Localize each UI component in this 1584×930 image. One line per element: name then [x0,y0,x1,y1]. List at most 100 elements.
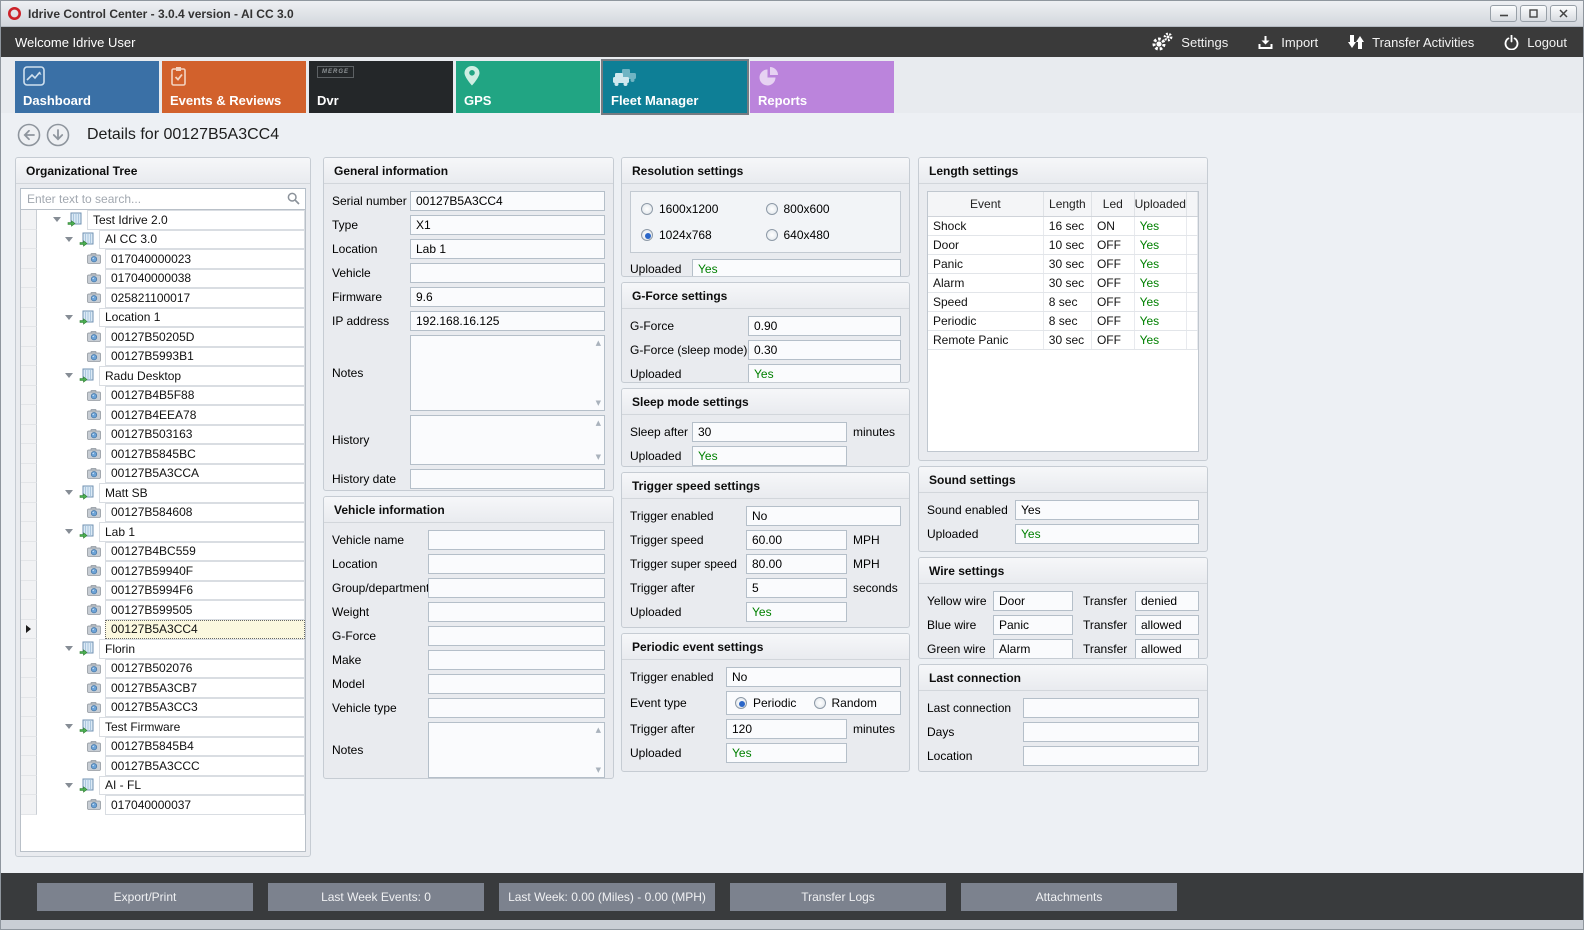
tree-node-row[interactable]: Florin [21,639,305,659]
tab-dashboard[interactable]: Dashboard [15,61,159,113]
periodic-uploaded-field[interactable]: Yes [726,743,847,763]
bottom-button[interactable]: Export/Print [37,882,253,911]
back-button[interactable] [17,123,41,147]
history-date-field[interactable] [410,469,605,489]
event-type-option[interactable]: Periodic [735,696,814,710]
expander-icon[interactable] [65,236,73,242]
tab-events-reviews[interactable]: Events & Reviews [162,61,306,113]
search-input[interactable] [20,188,306,210]
expander-icon[interactable] [53,217,61,223]
logout-button[interactable]: Logout [1504,34,1567,50]
tree-node-row[interactable]: 00127B584608 [21,502,305,522]
tree-node-row[interactable]: 00127B4EEA78 [21,405,305,425]
expander-icon[interactable] [65,724,73,730]
tree-node-row[interactable]: 00127B5A3CC4 [21,619,305,639]
minimize-button[interactable] [1490,5,1517,22]
vehicle-type-field[interactable] [428,698,605,718]
sleep-uploaded-field[interactable]: Yes [692,446,847,466]
scroll-down-button[interactable] [46,123,70,147]
trigger-uploaded-field[interactable]: Yes [746,602,847,622]
vehicle-name-field[interactable] [428,530,605,550]
type-field[interactable]: X1 [410,215,605,235]
tree-node-row[interactable]: Lab 1 [21,522,305,542]
resolution-uploaded-field[interactable]: Yes [692,259,901,276]
tree-node-row[interactable]: Radu Desktop [21,366,305,386]
expander-icon[interactable] [65,490,73,496]
tree-node-row[interactable]: Location 1 [21,307,305,327]
tree-node-row[interactable]: 00127B5A3CCA [21,463,305,483]
table-row[interactable]: Door 10 sec OFF Yes [928,235,1198,255]
tree-node-row[interactable]: 00127B5A3CCC [21,756,305,776]
bottom-button[interactable]: Last Week: 0.00 (Miles) - 0.00 (MPH) [499,882,715,911]
wire-transfer-field[interactable]: allowed [1135,615,1199,635]
tree-node-row[interactable]: Test Firmware [21,717,305,737]
settings-button[interactable]: Settings [1151,32,1228,52]
notes-field[interactable]: ▲ ▼ [410,335,605,411]
tree-node-row[interactable]: 00127B503163 [21,424,305,444]
column-length[interactable]: Length [1043,192,1092,217]
connection-location-field[interactable] [1023,746,1199,766]
wire-transfer-field[interactable]: allowed [1135,639,1199,658]
tab-gps[interactable]: GPS [456,61,600,113]
resolution-option[interactable]: 1600x1200 [641,202,766,216]
expander-icon[interactable] [65,782,73,788]
wire-event-field[interactable]: Door [993,591,1073,611]
periodic-enabled-field[interactable]: No [726,667,901,687]
table-row[interactable]: Speed 8 sec OFF Yes [928,292,1198,312]
firmware-field[interactable]: 9.6 [410,287,605,307]
serial-number-field[interactable]: 00127B5A3CC4 [410,191,605,211]
event-type-option[interactable]: Random [813,696,893,710]
gforce-uploaded-field[interactable]: Yes [748,364,901,382]
bottom-button[interactable]: Last Week Events: 0 [268,882,484,911]
wire-transfer-field[interactable]: denied [1135,591,1199,611]
table-row[interactable]: Alarm 30 sec OFF Yes [928,273,1198,293]
maximize-button[interactable] [1520,5,1547,22]
bottom-button[interactable]: Attachments [961,882,1177,911]
trigger-after-field[interactable]: 5 [746,578,847,598]
expander-icon[interactable] [65,529,73,535]
column-led[interactable]: Led [1091,192,1135,217]
resolution-option[interactable]: 640x480 [765,228,891,242]
tree-node-row[interactable]: 00127B5845B4 [21,736,305,756]
tree-node-row[interactable]: 017040000037 [21,795,305,815]
expander-icon[interactable] [65,646,73,652]
wire-event-field[interactable]: Alarm [993,639,1073,658]
tree-node-row[interactable]: 00127B502076 [21,658,305,678]
tree-node-row[interactable]: 00127B4BC559 [21,541,305,561]
table-row[interactable]: Periodic 8 sec OFF Yes [928,311,1198,331]
vehicle-gforce-field[interactable] [428,626,605,646]
tree-node-row[interactable]: 00127B4B5F88 [21,385,305,405]
vehicle-notes-field[interactable]: ▲ ▼ [428,722,605,778]
sleep-after-field[interactable]: 30 [692,422,847,442]
group-department-field[interactable] [428,578,605,598]
ip-address-field[interactable]: 192.168.16.125 [410,311,605,331]
tree-node-row[interactable]: 017040000023 [21,249,305,269]
resolution-option[interactable]: 800x600 [765,202,891,216]
expander-icon[interactable] [65,314,73,320]
import-button[interactable]: Import [1258,35,1318,50]
column-uploaded[interactable]: Uploaded [1134,192,1188,217]
tree-node-row[interactable]: Matt SB [21,483,305,503]
tree-node-row[interactable]: 00127B5993B1 [21,346,305,366]
days-field[interactable] [1023,722,1199,742]
table-row[interactable]: Panic 30 sec OFF Yes [928,254,1198,274]
bottom-button[interactable]: Transfer Logs [730,882,946,911]
tab-fleet-manager[interactable]: Fleet Manager [601,59,749,115]
make-field[interactable] [428,650,605,670]
tree-node-row[interactable]: AI CC 3.0 [21,229,305,249]
tree-node-row[interactable]: 00127B5845BC [21,444,305,464]
tree-node-row[interactable]: 00127B5994F6 [21,580,305,600]
last-connection-field[interactable] [1023,698,1199,718]
trigger-enabled-field[interactable]: No [746,506,901,526]
transfer-activities-button[interactable]: Transfer Activities [1348,34,1474,50]
tree-node-row[interactable]: 00127B50205D [21,327,305,347]
tab-dvr[interactable]: MERGE Dvr [309,61,453,113]
column-event[interactable]: Event [928,192,1044,217]
table-row[interactable]: Shock 16 sec ON Yes [928,216,1198,236]
vehicle-location-field[interactable] [428,554,605,574]
model-field[interactable] [428,674,605,694]
gforce-field[interactable]: 0.90 [748,316,901,336]
tree-node-row[interactable]: 00127B5A3CB7 [21,678,305,698]
wire-event-field[interactable]: Panic [993,615,1073,635]
history-field[interactable]: ▲ ▼ [410,415,605,465]
